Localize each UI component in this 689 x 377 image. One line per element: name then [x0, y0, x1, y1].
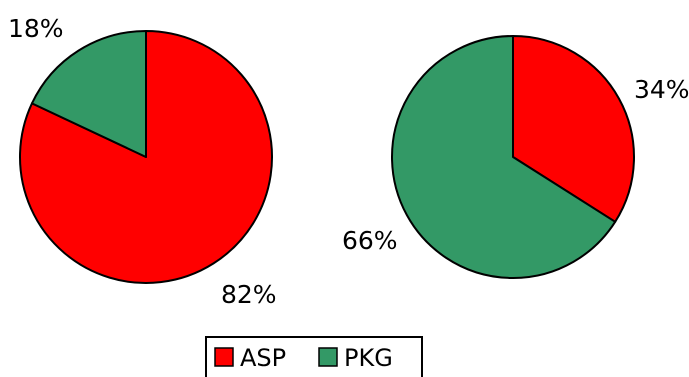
pie-right-label-asp: 34% [634, 75, 689, 104]
pie-chart-right: 34% 66% [342, 35, 689, 279]
pie-right-slice-pkg [391, 35, 617, 279]
pie-left-slice-asp [19, 30, 273, 284]
pie-left-slice-pkg [30, 30, 147, 158]
pie-left-label-pkg: 18% [8, 14, 64, 43]
legend-label-asp: ASP [240, 344, 286, 372]
pie-left-label-asp: 82% [221, 280, 277, 309]
pie-chart-left: 82% 18% [8, 14, 277, 309]
pie-right-label-pkg: 66% [342, 226, 398, 255]
legend: ASP PKG [205, 336, 423, 377]
legend-label-pkg: PKG [344, 344, 393, 372]
legend-swatch-pkg [318, 347, 338, 367]
legend-swatch-asp [214, 347, 234, 367]
legend-box [205, 336, 423, 377]
